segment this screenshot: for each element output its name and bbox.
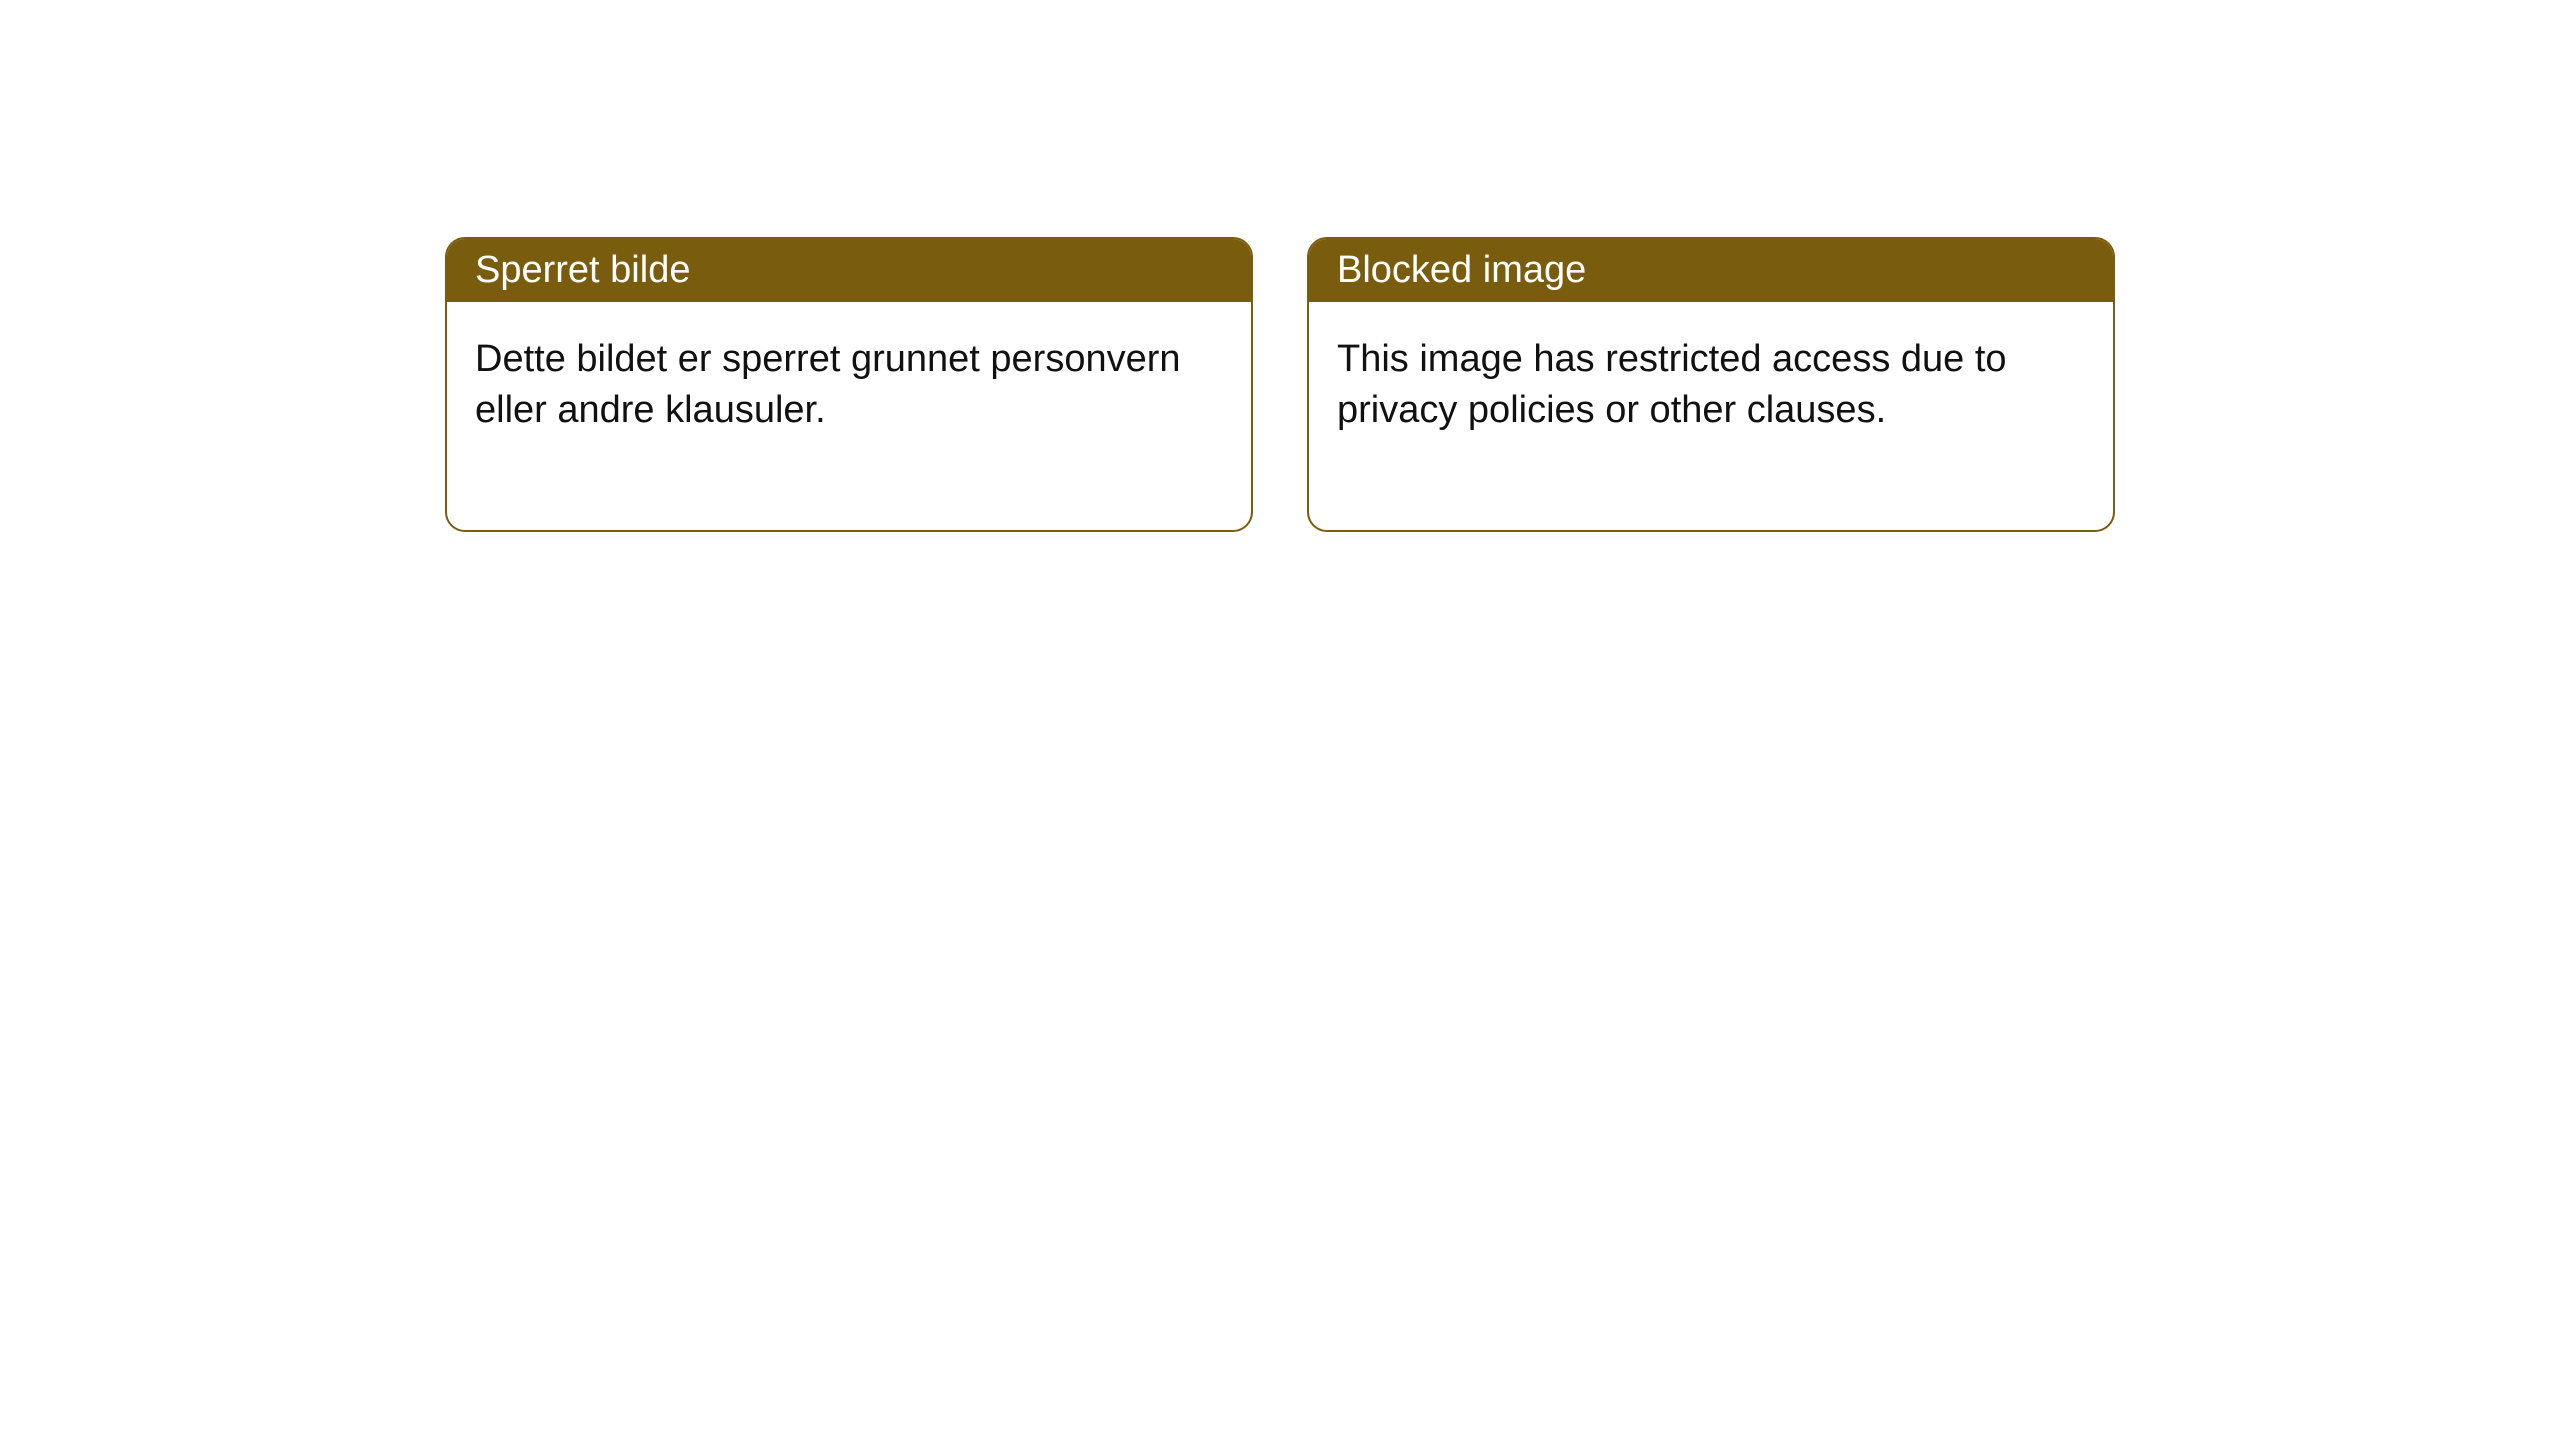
card-header: Sperret bilde: [447, 239, 1251, 302]
blocked-image-card-en: Blocked image This image has restricted …: [1307, 237, 2115, 532]
blocked-image-card-no: Sperret bilde Dette bildet er sperret gr…: [445, 237, 1253, 532]
notice-cards-container: Sperret bilde Dette bildet er sperret gr…: [0, 0, 2560, 532]
card-body: This image has restricted access due to …: [1309, 302, 2113, 530]
card-title: Blocked image: [1337, 249, 1586, 291]
card-body-text: This image has restricted access due to …: [1337, 338, 2007, 431]
card-body-text: Dette bildet er sperret grunnet personve…: [475, 338, 1181, 431]
card-title: Sperret bilde: [475, 249, 690, 291]
card-body: Dette bildet er sperret grunnet personve…: [447, 302, 1251, 530]
card-header: Blocked image: [1309, 239, 2113, 302]
